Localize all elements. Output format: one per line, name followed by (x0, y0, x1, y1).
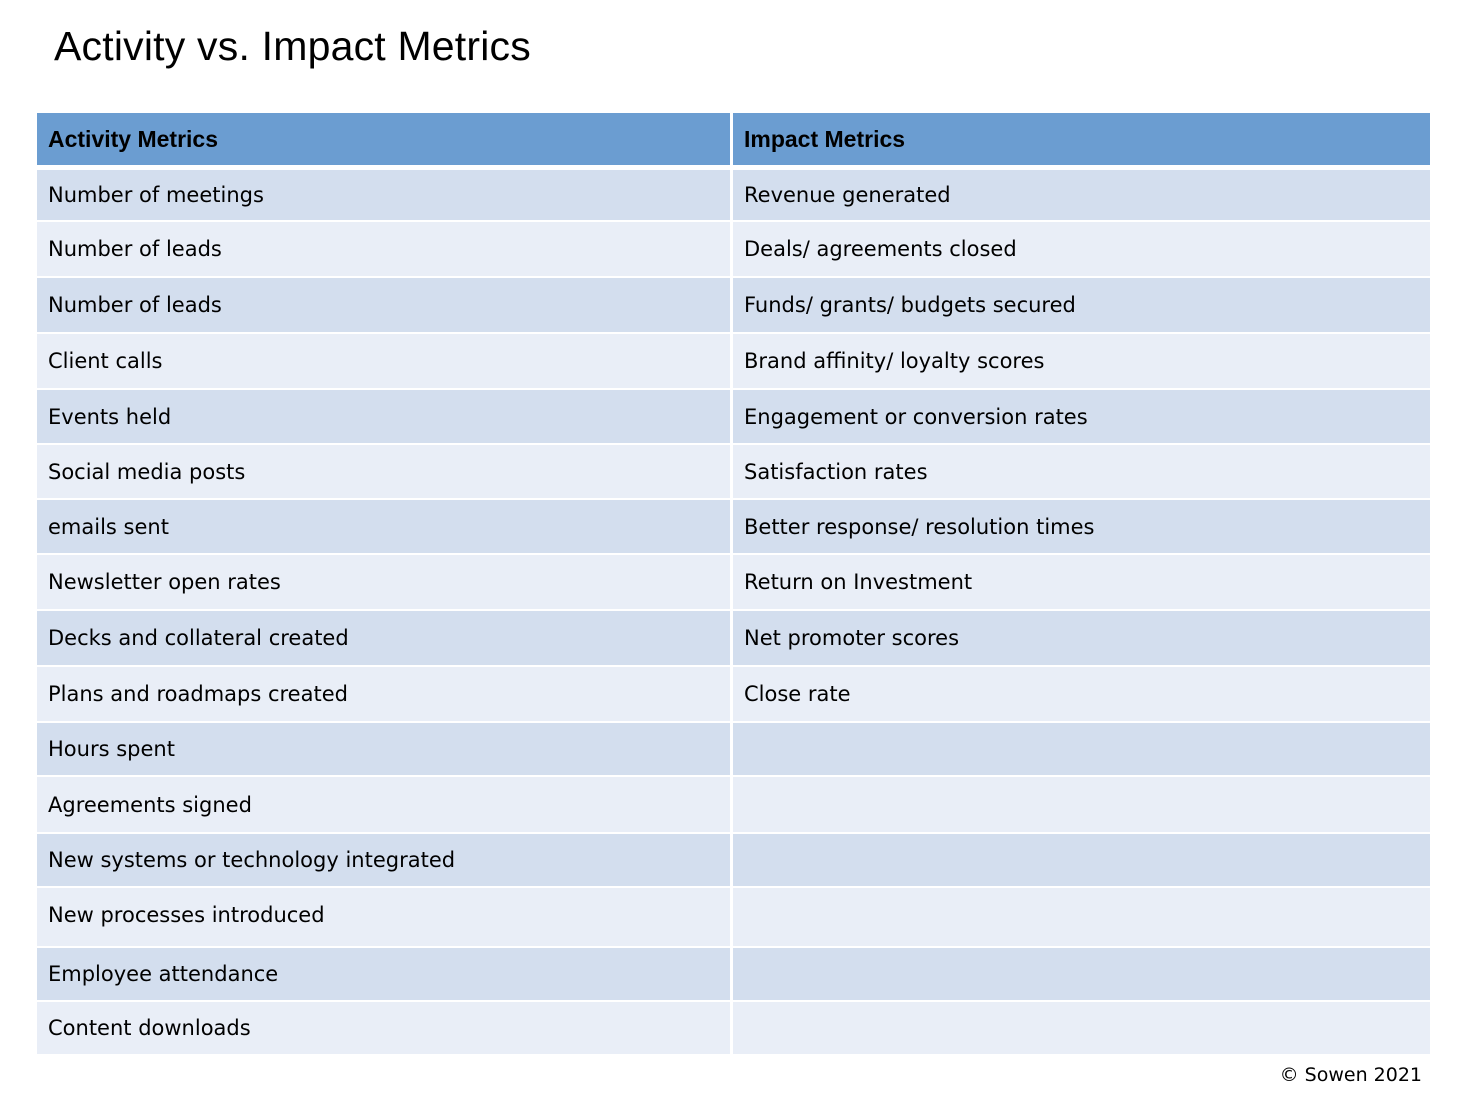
table-row: New processes introduced (37, 888, 1430, 948)
impact-cell: Brand affinity/ loyalty scores (733, 334, 1430, 390)
activity-cell: Number of leads (37, 222, 733, 278)
impact-cell: Close rate (733, 667, 1430, 723)
table-row: Social media posts Satisfaction rates (37, 445, 1430, 500)
activity-cell: Number of leads (37, 278, 733, 334)
activity-cell: Number of meetings (37, 170, 733, 222)
table-row: Number of leads Deals/ agreements closed (37, 222, 1430, 278)
impact-cell: Better response/ resolution times (733, 500, 1430, 555)
table-row: Newsletter open rates Return on Investme… (37, 555, 1430, 611)
table-row: Number of meetings Revenue generated (37, 170, 1430, 222)
table-row: Content downloads (37, 1002, 1430, 1054)
table-row: Hours spent (37, 723, 1430, 777)
impact-cell: Return on Investment (733, 555, 1430, 611)
impact-cell: Funds/ grants/ budgets secured (733, 278, 1430, 334)
table-row: Employee attendance (37, 948, 1430, 1002)
activity-cell: Social media posts (37, 445, 733, 500)
table-row: Client calls Brand affinity/ loyalty sco… (37, 334, 1430, 390)
impact-cell: Deals/ agreements closed (733, 222, 1430, 278)
activity-cell: Client calls (37, 334, 733, 390)
activity-cell: Events held (37, 390, 733, 445)
impact-cell: Net promoter scores (733, 611, 1430, 667)
impact-cell (733, 777, 1430, 834)
impact-cell: Satisfaction rates (733, 445, 1430, 500)
activity-cell: New processes introduced (37, 888, 733, 948)
metrics-table: Activity Metrics Impact Metrics Number o… (37, 113, 1430, 1054)
table-row: Plans and roadmaps created Close rate (37, 667, 1430, 723)
header-activity-metrics: Activity Metrics (37, 113, 733, 170)
table-header-row: Activity Metrics Impact Metrics (37, 113, 1430, 170)
activity-cell: Content downloads (37, 1002, 733, 1054)
impact-cell (733, 1002, 1430, 1054)
table-row: Number of leads Funds/ grants/ budgets s… (37, 278, 1430, 334)
activity-cell: Decks and collateral created (37, 611, 733, 667)
copyright-notice: © Sowen 2021 (1279, 1064, 1422, 1086)
header-impact-metrics: Impact Metrics (733, 113, 1430, 170)
impact-cell: Engagement or conversion rates (733, 390, 1430, 445)
table-row: emails sent Better response/ resolution … (37, 500, 1430, 555)
page-title: Activity vs. Impact Metrics (54, 23, 531, 69)
activity-cell: Newsletter open rates (37, 555, 733, 611)
impact-cell (733, 888, 1430, 948)
impact-cell (733, 723, 1430, 777)
table-row: Events held Engagement or conversion rat… (37, 390, 1430, 445)
table-row: Agreements signed (37, 777, 1430, 834)
impact-cell (733, 948, 1430, 1002)
activity-cell: Plans and roadmaps created (37, 667, 733, 723)
impact-cell (733, 834, 1430, 888)
table-row: Decks and collateral created Net promote… (37, 611, 1430, 667)
table-row: New systems or technology integrated (37, 834, 1430, 888)
activity-cell: emails sent (37, 500, 733, 555)
activity-cell: Agreements signed (37, 777, 733, 834)
activity-cell: New systems or technology integrated (37, 834, 733, 888)
activity-cell: Employee attendance (37, 948, 733, 1002)
impact-cell: Revenue generated (733, 170, 1430, 222)
activity-cell: Hours spent (37, 723, 733, 777)
